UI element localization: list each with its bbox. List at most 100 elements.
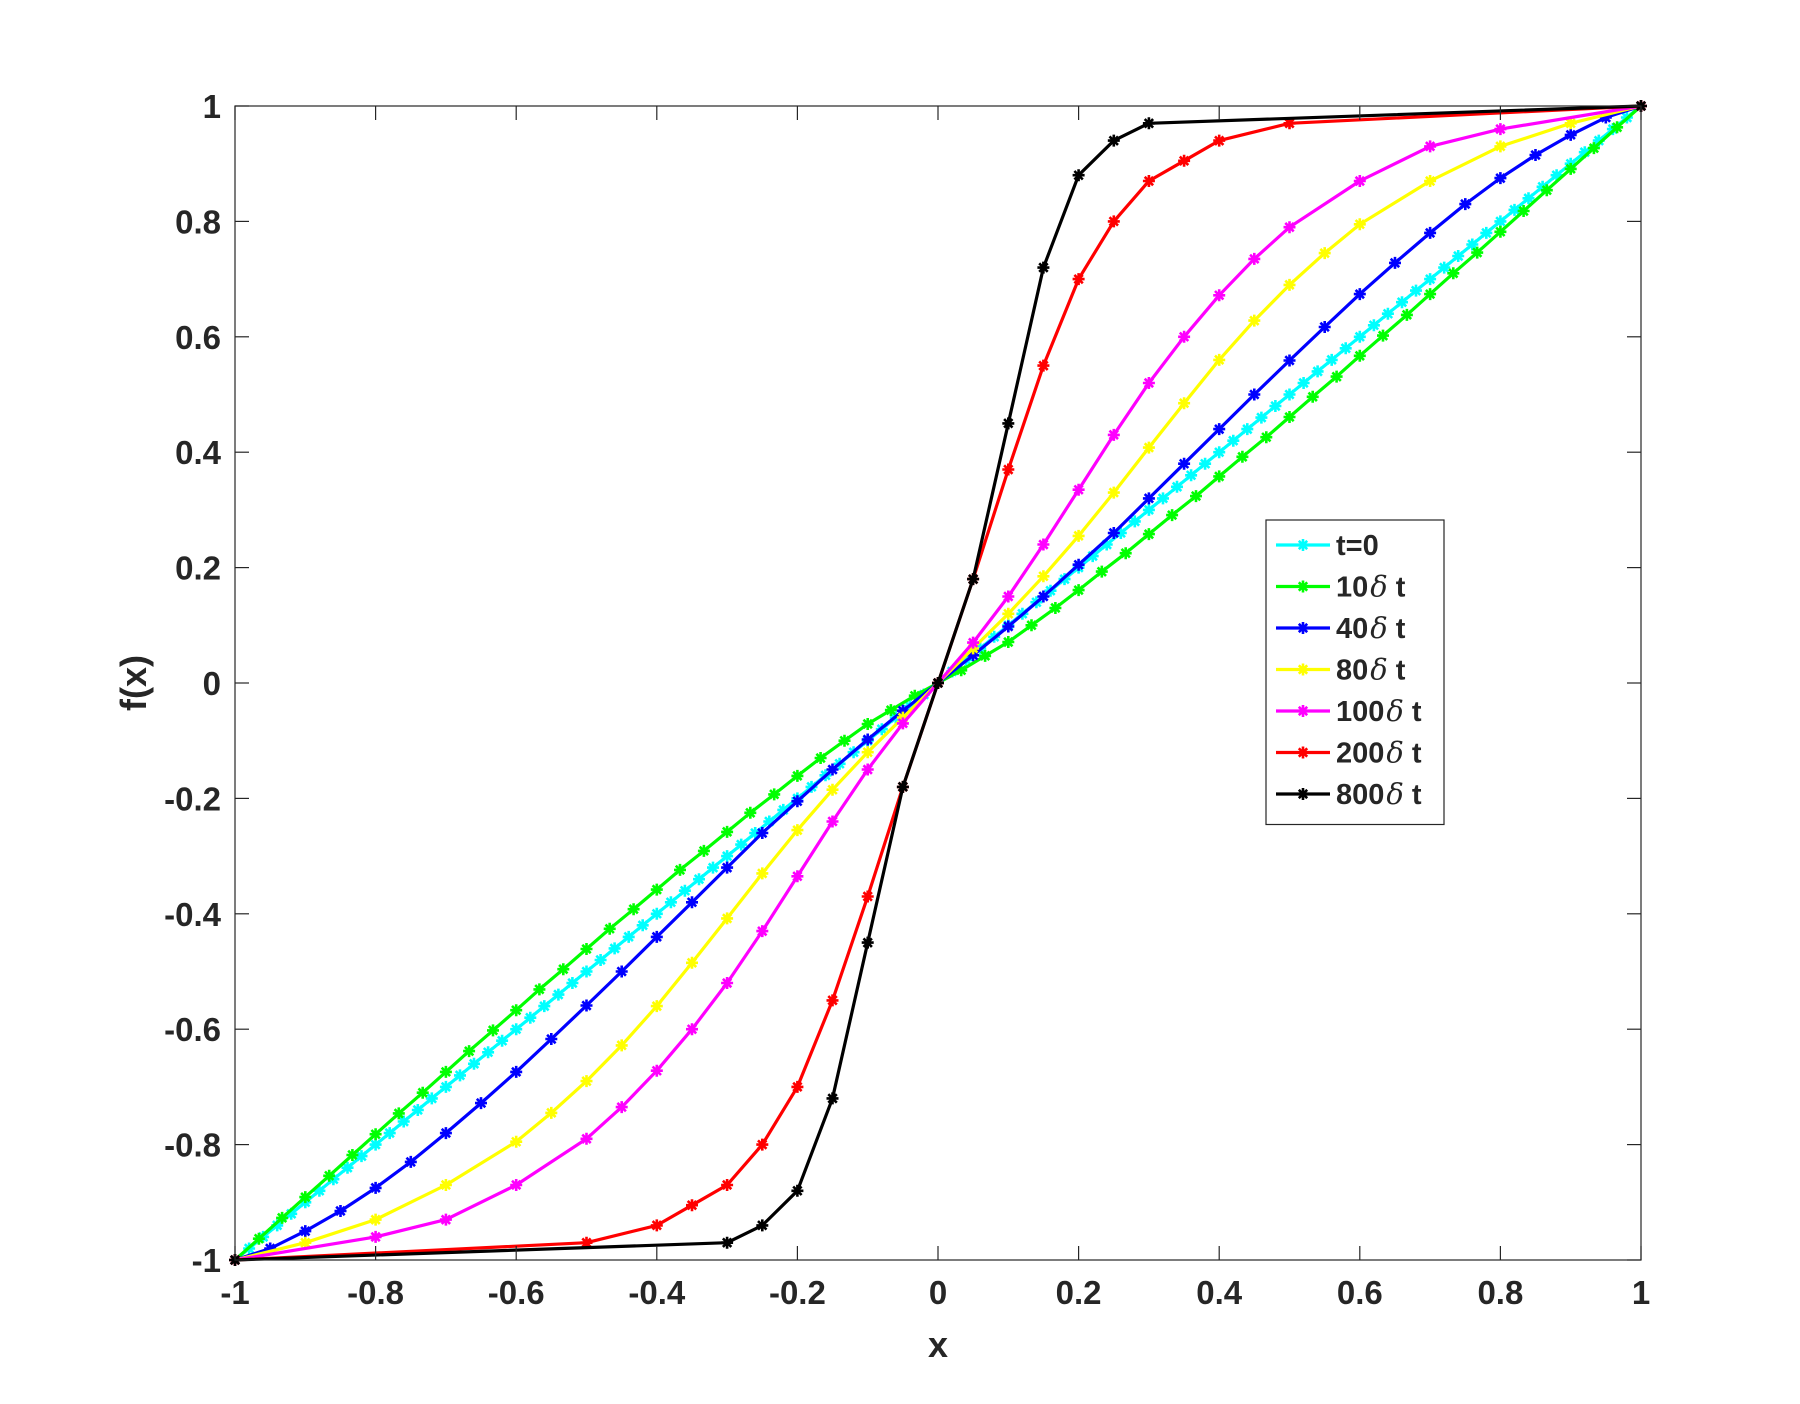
data-point: [475, 1097, 487, 1110]
data-point: [1353, 288, 1366, 301]
data-point: [533, 983, 546, 996]
data-point: [1142, 441, 1155, 454]
data-point: [1438, 261, 1451, 274]
data-point: [1142, 377, 1155, 389]
legend-marker: [1297, 622, 1309, 634]
x-tick-label: -0.4: [628, 1274, 686, 1311]
legend-marker: [1297, 788, 1309, 800]
data-point: [496, 1034, 509, 1047]
data-point: [861, 763, 874, 776]
data-point: [355, 1150, 368, 1163]
data-point: [622, 930, 635, 943]
data-point: [271, 1219, 284, 1232]
data-point: [678, 884, 691, 897]
legend-label: t=0: [1336, 530, 1379, 562]
y-tick-label: -1: [192, 1242, 221, 1279]
data-point: [1049, 602, 1062, 614]
x-tick-label: -0.8: [347, 1274, 404, 1311]
data-point: [826, 1092, 839, 1105]
legend-marker: [1297, 539, 1309, 551]
legend-label: 200δ t: [1336, 736, 1422, 770]
legend-marker: [1297, 746, 1309, 759]
data-point: [1508, 203, 1521, 216]
data-point: [557, 963, 570, 976]
x-tick-label: -0.2: [769, 1274, 826, 1311]
data-point: [1213, 423, 1226, 436]
data-point: [1494, 172, 1507, 185]
data-point: [756, 827, 769, 839]
data-point: [1260, 431, 1273, 444]
data-point: [1297, 377, 1310, 389]
data-point: [1095, 565, 1108, 578]
data-point: [707, 861, 719, 874]
legend-label-t: t: [1396, 655, 1406, 687]
legend-label: 10δ t: [1336, 570, 1406, 604]
data-point: [1389, 256, 1401, 269]
data-point: [276, 1211, 289, 1224]
data-point: [1318, 247, 1331, 260]
data-point: [1190, 490, 1202, 503]
data-point: [674, 863, 686, 876]
y-tick-label: -0.8: [164, 1127, 221, 1164]
data-point: [908, 689, 921, 702]
data-point: [1002, 590, 1015, 603]
data-point: [1241, 423, 1254, 436]
data-point: [721, 850, 734, 863]
data-point: [861, 936, 874, 949]
legend-item: 200δ t: [1276, 736, 1422, 770]
data-point: [524, 1011, 537, 1024]
data-point: [425, 1092, 438, 1105]
data-point: [1269, 400, 1282, 412]
x-tick-label: 1: [1632, 1274, 1650, 1311]
data-point: [686, 1199, 698, 1212]
data-point: [416, 1086, 429, 1099]
data-point: [826, 783, 839, 796]
data-point: [1564, 162, 1577, 175]
legend-label-delta: δ: [1386, 694, 1403, 728]
x-tick-label: 0.8: [1477, 1274, 1523, 1311]
legend-label-t: t: [1412, 738, 1422, 770]
legend-item: 40δ t: [1276, 611, 1406, 645]
data-point: [510, 1023, 523, 1036]
data-point: [323, 1169, 336, 1182]
data-point: [1283, 411, 1296, 423]
data-point: [1171, 480, 1183, 493]
data-point: [510, 1004, 523, 1017]
data-point: [1353, 175, 1366, 187]
data-point: [299, 1225, 312, 1238]
data-point: [1142, 175, 1155, 187]
legend-box: [1265, 519, 1445, 826]
data-point: [580, 999, 593, 1012]
data-point: [896, 780, 909, 793]
data-point: [1178, 457, 1191, 470]
data-point: [1100, 538, 1113, 551]
y-tick-label: 0.8: [175, 203, 221, 240]
data-point: [838, 734, 851, 747]
data-point: [369, 1230, 382, 1243]
data-point: [1213, 470, 1226, 483]
data-point: [1367, 319, 1380, 332]
data-point: [735, 838, 748, 851]
data-point: [1494, 225, 1507, 238]
data-point: [1142, 528, 1155, 541]
data-point: [896, 717, 909, 730]
data-point: [1529, 149, 1542, 161]
data-point: [1283, 221, 1296, 234]
data-point: [967, 573, 980, 586]
data-point: [615, 965, 628, 978]
data-point: [1248, 252, 1261, 265]
data-point: [1248, 314, 1261, 327]
data-point: [1142, 492, 1155, 505]
data-point: [1037, 538, 1050, 551]
data-point: [1227, 434, 1240, 447]
legend-label-delta: δ: [1386, 777, 1403, 811]
tick-layer: -1 -0.8 -0.6 -0.4 -0.2 0 0.2 0.4 0.6 0.8 1 -1 -0.8 -0…: [164, 88, 1650, 1311]
data-point: [791, 769, 804, 782]
data-point: [252, 1232, 265, 1245]
legend-label: 800δ t: [1336, 777, 1422, 811]
y-tick-label: -0.4: [164, 896, 222, 933]
data-point: [791, 1184, 804, 1197]
data-point: [636, 919, 649, 932]
data-point: [1424, 273, 1437, 286]
data-point: [1128, 515, 1141, 528]
